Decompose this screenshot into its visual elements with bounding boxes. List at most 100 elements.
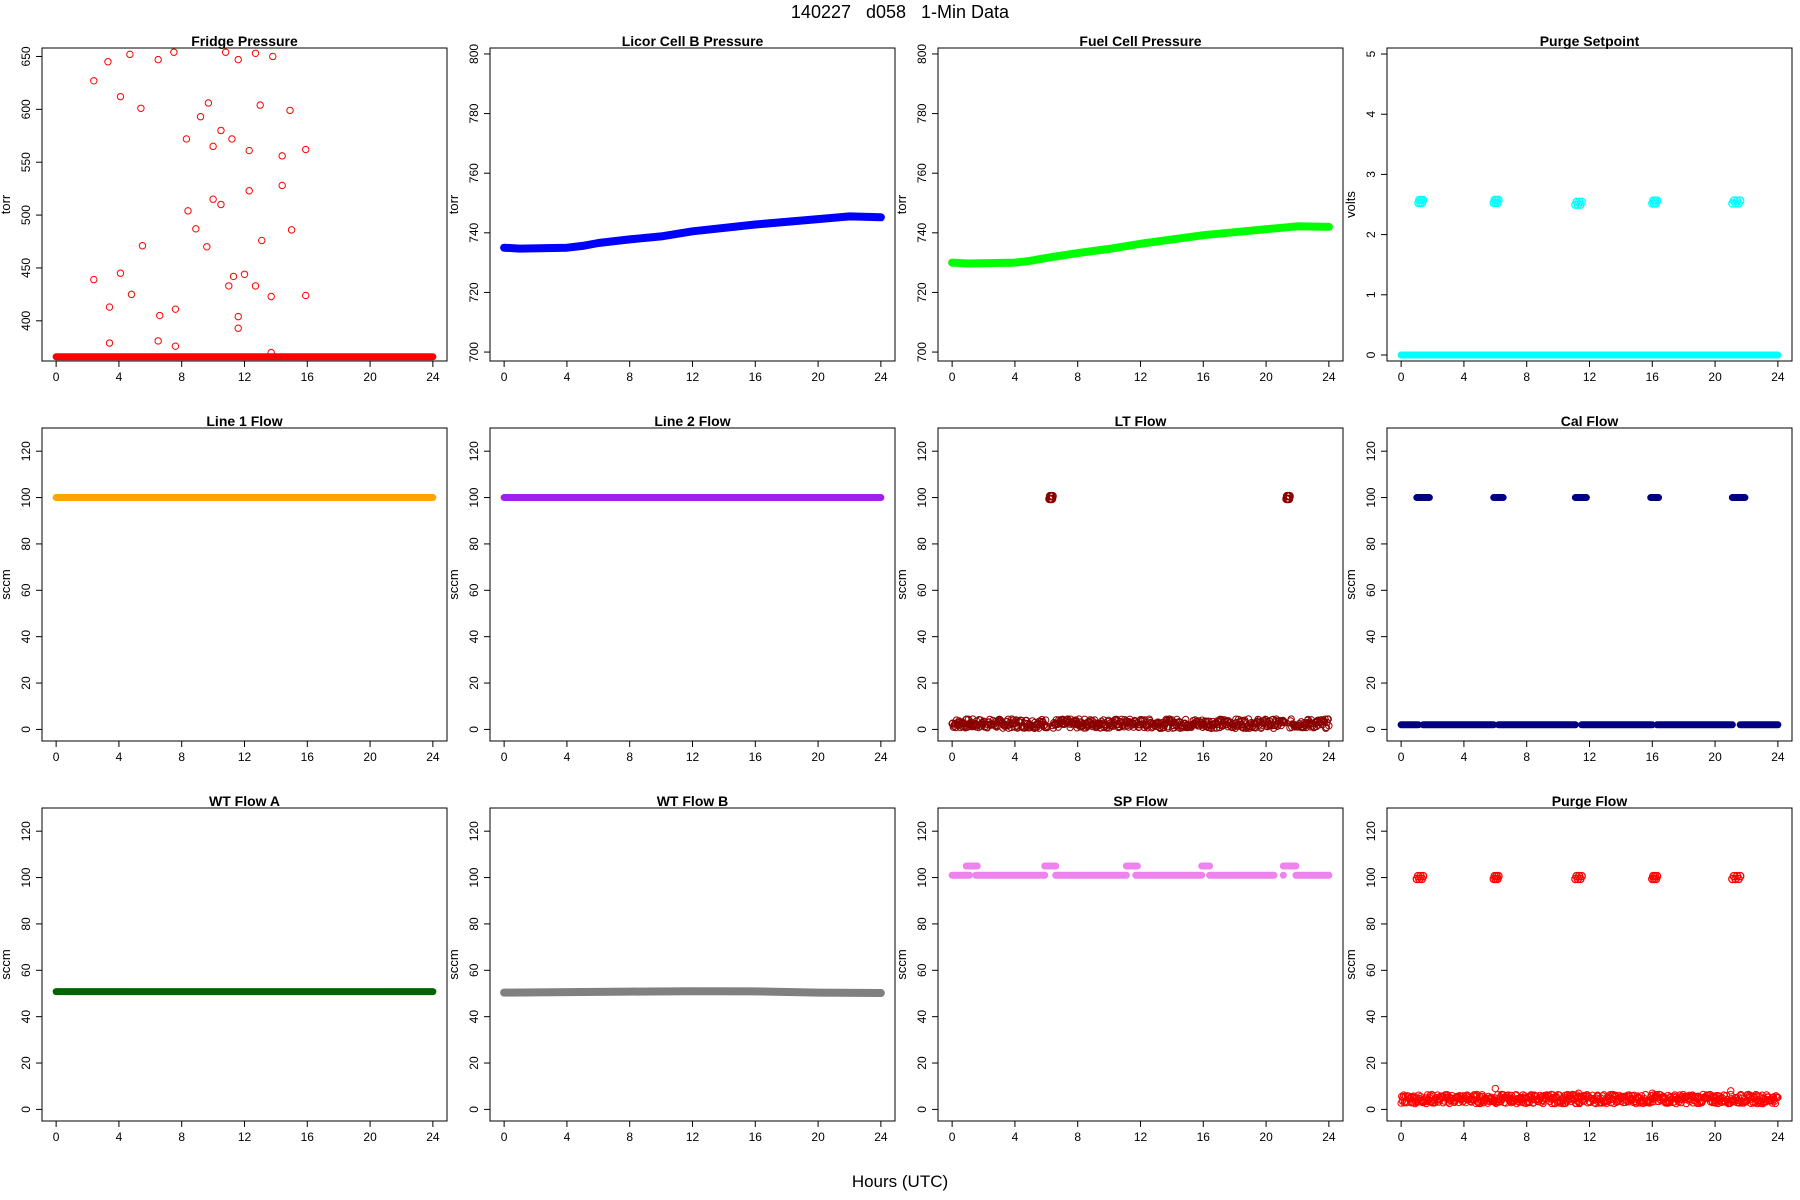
x-tick-label: 16 bbox=[301, 370, 315, 384]
y-tick-label: 0 bbox=[1364, 726, 1378, 733]
y-tick-label: 780 bbox=[915, 103, 929, 123]
plot-frame bbox=[1386, 427, 1793, 742]
y-tick-label: 100 bbox=[1364, 867, 1378, 887]
data-point bbox=[245, 146, 253, 155]
panel-title: Licor Cell B Pressure bbox=[622, 33, 764, 49]
y-tick-label: 760 bbox=[467, 163, 481, 183]
y-tick-label: 120 bbox=[915, 441, 929, 461]
x-tick-label: 0 bbox=[501, 750, 508, 764]
y-axis-label: volts bbox=[1343, 191, 1358, 218]
data-point bbox=[1274, 721, 1282, 729]
y-tick-label: 40 bbox=[19, 1010, 33, 1024]
plot-frame bbox=[489, 47, 896, 362]
data-point bbox=[171, 305, 180, 313]
y-tick-label: 40 bbox=[19, 630, 33, 644]
data-point bbox=[154, 55, 162, 64]
y-tick-label: 20 bbox=[467, 1056, 481, 1070]
y-tick-label: 0 bbox=[19, 1106, 33, 1113]
x-tick-label: 20 bbox=[1708, 1130, 1722, 1144]
data-point bbox=[1026, 723, 1034, 732]
data-point bbox=[1048, 491, 1057, 501]
x-tick-label: 16 bbox=[749, 370, 763, 384]
data-point bbox=[1115, 722, 1123, 730]
data-point bbox=[1504, 1091, 1513, 1099]
x-tick-label: 12 bbox=[238, 1130, 252, 1144]
y-tick-label: 0 bbox=[467, 726, 481, 733]
y-tick-label: 120 bbox=[1364, 821, 1378, 841]
x-tick-label: 24 bbox=[426, 750, 440, 764]
x-tick-label: 0 bbox=[1398, 750, 1405, 764]
x-tick-label: 20 bbox=[811, 1130, 825, 1144]
y-tick-label: 80 bbox=[19, 917, 33, 931]
data-point bbox=[209, 195, 217, 203]
x-tick-label: 0 bbox=[949, 1130, 956, 1144]
x-tick-label: 8 bbox=[178, 750, 185, 764]
plot-frame bbox=[1386, 47, 1793, 362]
data-point bbox=[1528, 1091, 1536, 1100]
x-tick-label: 4 bbox=[564, 370, 571, 384]
data-point bbox=[1041, 716, 1050, 724]
y-tick-label: 40 bbox=[467, 1010, 481, 1024]
data-point bbox=[1727, 1087, 1735, 1095]
y-tick-label: 550 bbox=[19, 152, 33, 172]
x-tick-label: 24 bbox=[1771, 750, 1785, 764]
y-axis-label: sccm bbox=[1343, 949, 1358, 979]
x-tick-label: 12 bbox=[1583, 370, 1597, 384]
y-tick-label: 120 bbox=[19, 441, 33, 461]
data-point bbox=[1774, 1093, 1782, 1102]
data-point bbox=[1494, 195, 1503, 205]
x-axis-label: Hours (UTC) bbox=[851, 1172, 949, 1191]
data-point bbox=[204, 99, 213, 107]
x-tick-label: 20 bbox=[811, 370, 825, 384]
x-tick-label: 16 bbox=[749, 750, 763, 764]
x-tick-label: 20 bbox=[1259, 370, 1273, 384]
y-tick-label: 20 bbox=[1364, 676, 1378, 690]
data-point bbox=[1090, 716, 1099, 724]
y-tick-label: 80 bbox=[467, 917, 481, 931]
x-tick-label: 16 bbox=[1197, 750, 1211, 764]
y-tick-label: 120 bbox=[467, 821, 481, 841]
y-tick-label: 60 bbox=[1364, 963, 1378, 977]
y-tick-label: 500 bbox=[19, 205, 33, 225]
data-point bbox=[1577, 197, 1586, 207]
panel-wt-flow-b: WT Flow B sccm 0 4 8 12 16 20 24 0 20 40 60 80 100 120 bbox=[446, 793, 896, 1144]
y-tick-label: 120 bbox=[467, 441, 481, 461]
x-tick-label: 0 bbox=[501, 370, 508, 384]
y-tick-label: 60 bbox=[19, 583, 33, 597]
y-tick-label: 40 bbox=[915, 630, 929, 644]
x-tick-label: 12 bbox=[238, 750, 252, 764]
x-tick-label: 12 bbox=[1583, 1130, 1597, 1144]
y-tick-label: 60 bbox=[19, 963, 33, 977]
y-axis-label: sccm bbox=[0, 949, 13, 979]
panel-sp-flow: SP Flow sccm 0 4 8 12 16 20 24 0 20 40 60 80 100 120 bbox=[894, 793, 1344, 1144]
data-point bbox=[137, 104, 145, 112]
data-point bbox=[184, 207, 192, 215]
x-tick-label: 20 bbox=[363, 750, 377, 764]
y-tick-label: 80 bbox=[1364, 917, 1378, 931]
data-point bbox=[267, 348, 275, 357]
x-tick-label: 0 bbox=[501, 1130, 508, 1144]
y-tick-label: 780 bbox=[467, 103, 481, 123]
x-tick-label: 24 bbox=[874, 370, 888, 384]
y-tick-label: 0 bbox=[915, 726, 929, 733]
panel-line-2-flow: Line 2 Flow sccm 0 4 8 12 16 20 24 0 20 40 60 80 100 12… bbox=[446, 413, 896, 764]
data-point bbox=[256, 101, 264, 109]
y-tick-label: 800 bbox=[467, 44, 481, 64]
data-point bbox=[1753, 1099, 1761, 1108]
x-tick-label: 8 bbox=[1074, 750, 1081, 764]
plot-frame bbox=[937, 807, 1344, 1122]
x-tick-label: 24 bbox=[1771, 370, 1785, 384]
panel-title: WT Flow A bbox=[209, 793, 280, 809]
x-tick-label: 24 bbox=[874, 750, 888, 764]
data-point bbox=[1210, 724, 1218, 732]
x-tick-label: 12 bbox=[686, 370, 700, 384]
data-point bbox=[1418, 871, 1428, 881]
x-tick-label: 4 bbox=[1012, 750, 1019, 764]
y-tick-label: 100 bbox=[1364, 487, 1378, 507]
data-point bbox=[1722, 1091, 1731, 1100]
x-tick-label: 4 bbox=[564, 1130, 571, 1144]
data-point bbox=[221, 48, 230, 56]
data-point bbox=[964, 715, 973, 724]
panel-title: Cal Flow bbox=[1561, 413, 1619, 429]
x-tick-label: 12 bbox=[1134, 1130, 1148, 1144]
